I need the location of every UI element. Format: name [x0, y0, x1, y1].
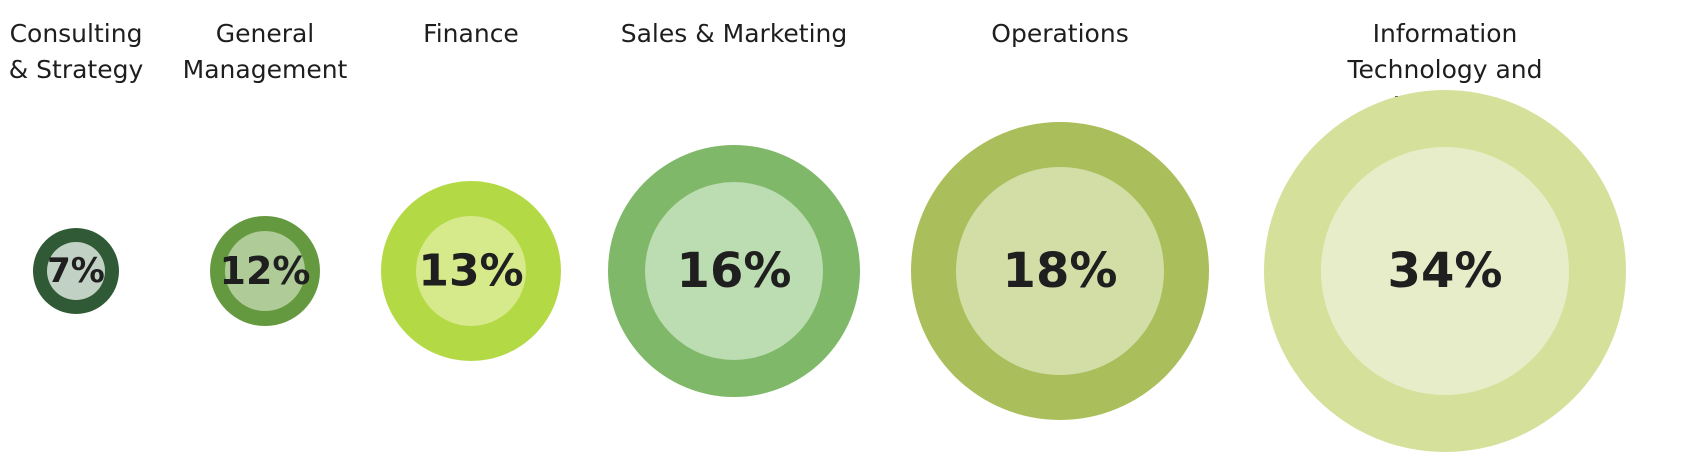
category-label: Sales & Marketing: [620, 19, 848, 48]
bubble-value-label: 18%: [1003, 243, 1118, 299]
bubble-value-label: 34%: [1388, 243, 1503, 299]
bubble-value-label: 7%: [47, 251, 105, 291]
bubble-0: 7%: [33, 228, 119, 314]
bubble-inner-disc: [416, 216, 526, 326]
bubble-5: 34%: [1264, 90, 1626, 452]
bubble-2: 13%: [381, 181, 561, 361]
bubble-value-label: 16%: [677, 243, 792, 299]
bubble-4: 18%: [911, 122, 1209, 420]
category-label: Consulting & Strategy: [8, 19, 144, 84]
category-label: General Management: [182, 19, 348, 84]
bubble-value-label: 13%: [418, 246, 523, 297]
bubble-inner-disc: [1321, 147, 1569, 395]
bubble-3: 16%: [608, 145, 860, 397]
bubble-inner-disc: [956, 167, 1164, 375]
bubble-value-label: 12%: [220, 249, 311, 293]
category-label: Finance: [423, 19, 519, 48]
bubble-inner-disc: [645, 182, 823, 360]
bubble-inner-disc: [47, 242, 105, 300]
bubble-inner-disc: [225, 231, 305, 311]
bubble-1: 12%: [210, 216, 320, 326]
category-label: Operations: [991, 19, 1129, 48]
